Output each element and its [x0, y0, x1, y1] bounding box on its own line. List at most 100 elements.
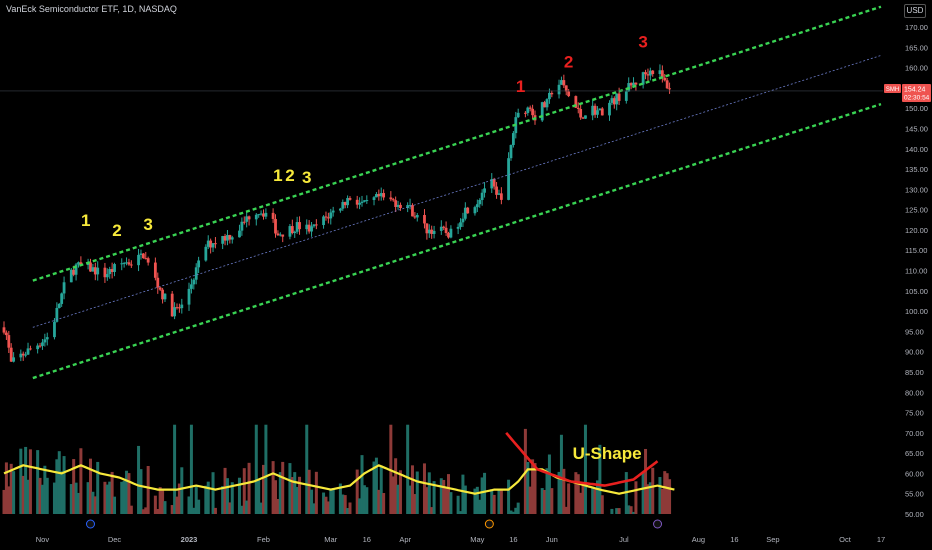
volume-bar	[425, 487, 429, 514]
volume-bar	[19, 448, 23, 514]
price-tick-label: 90.00	[905, 348, 924, 357]
price-tick-label: 160.00	[905, 64, 928, 73]
volume-bar	[197, 499, 201, 514]
candle-body	[93, 267, 97, 275]
volume-bar	[213, 507, 217, 514]
volume-bar	[177, 483, 181, 514]
volume-bar	[38, 477, 42, 514]
volume-bar	[276, 498, 280, 514]
candle-body	[629, 83, 633, 86]
event-marker-icon[interactable]	[85, 519, 95, 529]
candle-body	[358, 202, 362, 205]
candle-body	[9, 347, 13, 362]
volume-bar	[372, 461, 376, 514]
volume-bar	[543, 489, 547, 514]
price-tick-label: 140.00	[905, 145, 928, 154]
volume-bar	[295, 486, 299, 514]
candle-body	[329, 212, 333, 219]
volume-bar	[473, 488, 477, 514]
candle-body	[363, 200, 366, 202]
time-tick-label: Apr	[399, 535, 411, 544]
price-tick-label: 80.00	[905, 388, 924, 397]
volume-bar	[228, 502, 232, 514]
candle-body	[163, 293, 167, 300]
candle-body	[141, 253, 145, 259]
candle-body	[170, 293, 174, 317]
candle-body	[615, 93, 619, 105]
event-marker-icon[interactable]	[653, 519, 663, 529]
volume-bar	[223, 467, 227, 514]
candle-body	[341, 202, 345, 209]
volume-bar	[120, 481, 124, 514]
volume-bar	[362, 485, 366, 514]
volume-bar	[509, 510, 513, 514]
candle-body	[230, 237, 234, 240]
channel-upper-line	[32, 5, 882, 282]
volume-bar	[206, 481, 210, 514]
volume-bar	[110, 471, 114, 514]
volume-bar	[88, 458, 92, 514]
volume-bar	[668, 479, 672, 514]
volume-bar	[564, 506, 568, 514]
volume-bar	[348, 502, 352, 514]
u-shape-line	[505, 431, 659, 487]
volume-bar	[358, 498, 362, 514]
candle-body	[26, 348, 30, 355]
wave-number-label: 3	[143, 215, 152, 234]
volume-bar	[194, 486, 198, 514]
volume-bar	[547, 454, 551, 514]
candle-body	[365, 200, 369, 202]
candle-body	[427, 229, 431, 234]
last-price-badge	[902, 83, 931, 102]
candle-body	[293, 231, 297, 234]
candle-body	[596, 110, 599, 115]
candle-body	[355, 199, 359, 205]
candle-body	[278, 234, 282, 236]
volume-bar	[355, 469, 359, 514]
volume-bar	[43, 465, 47, 514]
volume-bar	[158, 487, 162, 514]
candle-body	[507, 158, 510, 200]
volume-bar	[57, 451, 61, 514]
candle-body	[326, 217, 330, 219]
volume-bar	[576, 474, 580, 514]
price-tick-label: 55.00	[905, 490, 924, 499]
candle-body	[29, 348, 32, 350]
candle-body	[45, 337, 49, 340]
candle-body	[187, 288, 191, 305]
last-price-text: 154.24	[904, 86, 926, 93]
candle-body	[511, 133, 515, 146]
volume-bar	[415, 471, 419, 514]
candle-body	[324, 216, 328, 218]
time-tick-label: Nov	[36, 535, 50, 544]
volume-bar	[461, 474, 465, 514]
candle-body	[254, 214, 258, 220]
countdown-text: 02:30:54	[904, 94, 930, 101]
volume-bar	[379, 465, 383, 514]
volume-bar	[406, 424, 410, 514]
candle-body	[579, 108, 583, 118]
volume-bar	[410, 465, 414, 514]
time-tick-label: Feb	[257, 535, 270, 544]
chart-title: VanEck Semiconductor ETF, 1D, NASDAQ	[6, 4, 177, 14]
volume-bar	[463, 485, 467, 514]
volume-bar	[579, 492, 583, 514]
volume-bar	[242, 468, 246, 514]
volume-bar	[175, 496, 179, 514]
candle-body	[608, 102, 611, 116]
wave-number-label: 1	[81, 211, 90, 230]
volume-bar	[398, 470, 402, 514]
price-tick-label: 105.00	[905, 287, 928, 296]
volume-bar	[377, 489, 381, 514]
volume-bar	[259, 502, 263, 514]
volume-bar	[422, 463, 426, 514]
currency-button[interactable]: USD	[904, 4, 926, 18]
volume-bars	[2, 424, 672, 514]
volume-bar	[545, 468, 549, 514]
volume-bar	[113, 496, 117, 514]
volume-bar	[641, 472, 645, 514]
price-tick-label: 60.00	[905, 469, 924, 478]
event-marker-icon[interactable]	[484, 519, 494, 529]
candle-body	[223, 236, 227, 241]
